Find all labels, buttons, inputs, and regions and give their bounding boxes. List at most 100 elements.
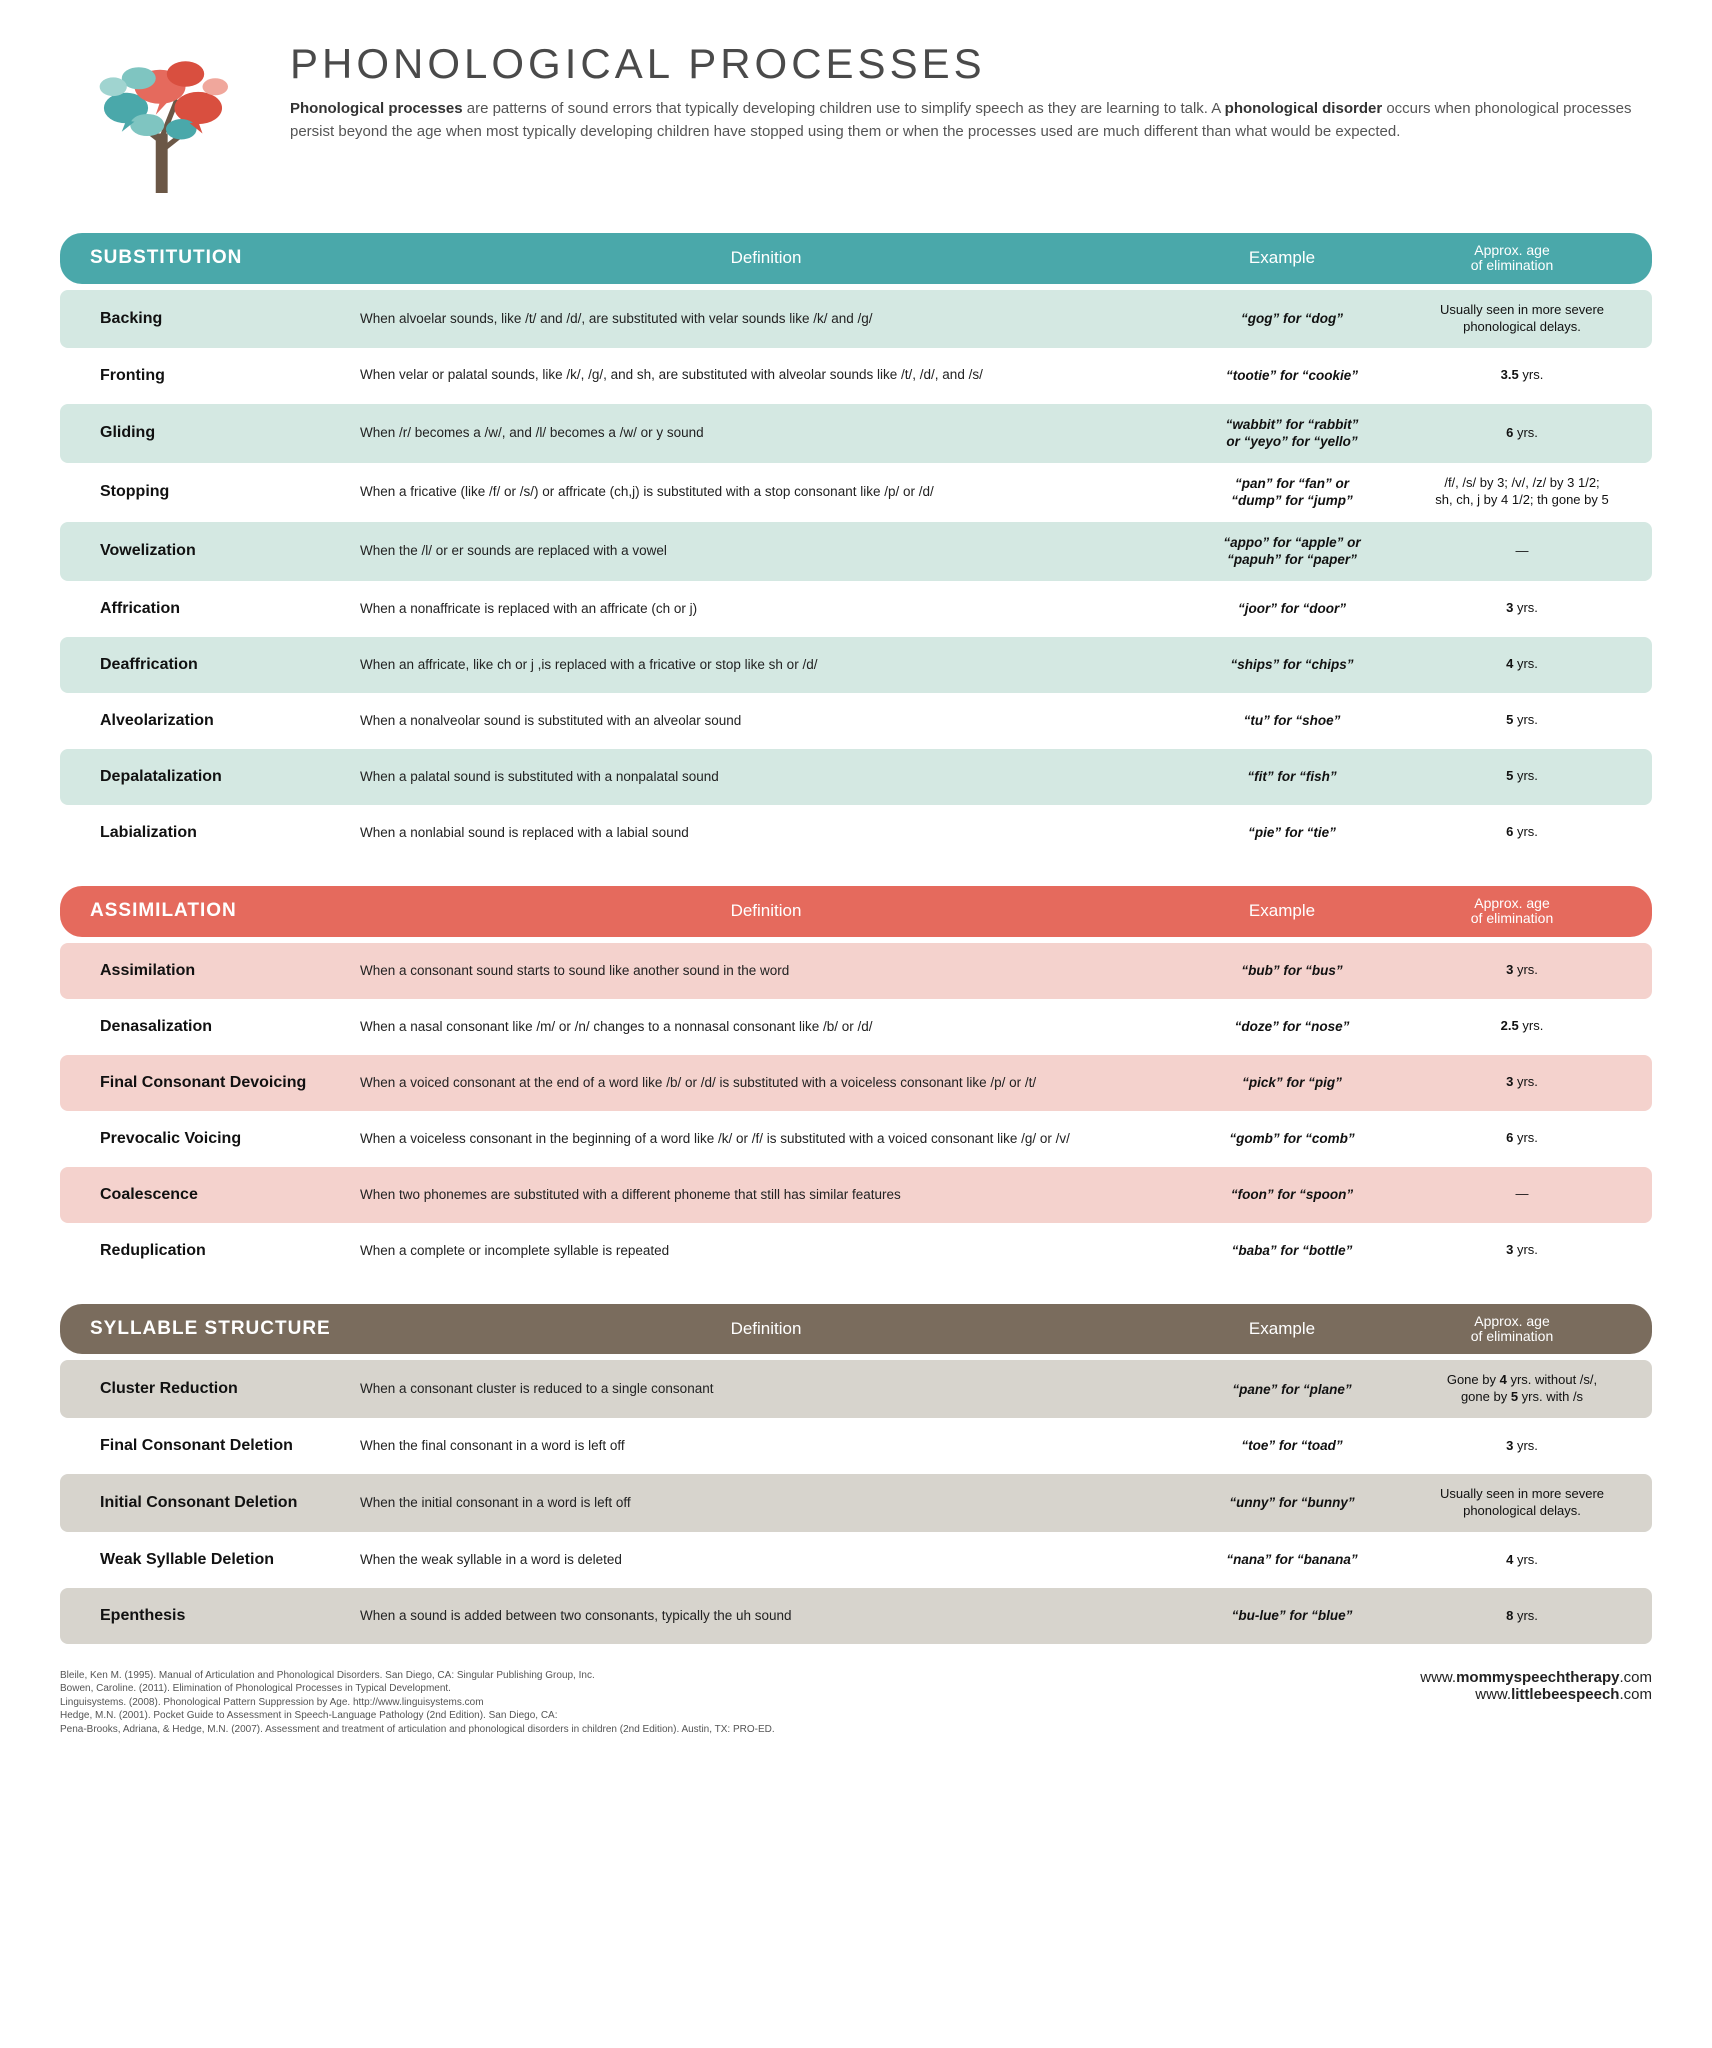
process-name: Reduplication	[100, 1242, 360, 1260]
process-example: “pan” for “fan” or“dump” for “jump”	[1172, 475, 1412, 510]
table-row: CoalescenceWhen two phonemes are substit…	[60, 1167, 1652, 1223]
process-age: 6 yrs.	[1412, 824, 1632, 841]
table-row: Prevocalic VoicingWhen a voiceless conso…	[60, 1111, 1652, 1167]
process-name: Coalescence	[100, 1186, 360, 1204]
process-age: 6 yrs.	[1412, 1130, 1632, 1147]
references: Bleile, Ken M. (1995). Manual of Articul…	[60, 1669, 1380, 1737]
process-name: Vowelization	[100, 542, 360, 560]
process-age: Gone by 4 yrs. without /s/,gone by 5 yrs…	[1412, 1372, 1632, 1406]
col-example: Example	[1162, 901, 1402, 921]
process-name: Epenthesis	[100, 1607, 360, 1625]
reference-line: Bowen, Caroline. (2011). Elimination of …	[60, 1682, 1380, 1696]
process-age: 3 yrs.	[1412, 600, 1632, 617]
process-age: 3 yrs.	[1412, 1242, 1632, 1259]
table-row: DepalatalizationWhen a palatal sound is …	[60, 749, 1652, 805]
process-age: Usually seen in more severe phonological…	[1412, 302, 1632, 336]
table-row: AffricationWhen a nonaffricate is replac…	[60, 581, 1652, 637]
process-age: 3 yrs.	[1412, 1074, 1632, 1091]
table-row: DeaffricationWhen an affricate, like ch …	[60, 637, 1652, 693]
table-row: AssimilationWhen a consonant sound start…	[60, 943, 1652, 999]
process-example: “bub” for “bus”	[1172, 962, 1412, 980]
process-age: 6 yrs.	[1412, 425, 1632, 442]
table-row: Final Consonant DevoicingWhen a voiced c…	[60, 1055, 1652, 1111]
process-definition: When a consonant cluster is reduced to a…	[360, 1380, 1172, 1398]
footer: Bleile, Ken M. (1995). Manual of Articul…	[60, 1669, 1652, 1737]
section-syllable: SYLLABLE STRUCTUREDefinitionExampleAppro…	[60, 1304, 1652, 1644]
table-row: GlidingWhen /r/ becomes a /w/, and /l/ b…	[60, 404, 1652, 463]
col-age: Approx. ageof elimination	[1402, 896, 1622, 927]
col-definition: Definition	[370, 1319, 1162, 1339]
process-age: 3 yrs.	[1412, 962, 1632, 979]
table-row: LabializationWhen a nonlabial sound is r…	[60, 805, 1652, 861]
process-example: “nana” for “banana”	[1172, 1551, 1412, 1569]
table-row: Final Consonant DeletionWhen the final c…	[60, 1418, 1652, 1474]
process-name: Stopping	[100, 483, 360, 501]
table-row: BackingWhen alvoelar sounds, like /t/ an…	[60, 290, 1652, 348]
col-definition: Definition	[370, 248, 1162, 268]
process-example: “pie” for “tie”	[1172, 824, 1412, 842]
process-age: 5 yrs.	[1412, 768, 1632, 785]
process-definition: When the /l/ or er sounds are replaced w…	[360, 542, 1172, 560]
process-definition: When an affricate, like ch or j ,is repl…	[360, 656, 1172, 674]
table-row: AlveolarizationWhen a nonalveolar sound …	[60, 693, 1652, 749]
section-label: SUBSTITUTION	[90, 247, 370, 269]
section-header: SYLLABLE STRUCTUREDefinitionExampleAppro…	[60, 1304, 1652, 1355]
process-definition: When a voiceless consonant in the beginn…	[360, 1130, 1172, 1148]
process-example: “gomb” for “comb”	[1172, 1130, 1412, 1148]
process-age: 4 yrs.	[1412, 656, 1632, 673]
process-example: “baba” for “bottle”	[1172, 1242, 1412, 1260]
process-example: “gog” for “dog”	[1172, 310, 1412, 328]
col-definition: Definition	[370, 901, 1162, 921]
process-example: “tu” for “shoe”	[1172, 712, 1412, 730]
process-definition: When a consonant sound starts to sound l…	[360, 962, 1172, 980]
process-example: “tootie” for “cookie”	[1172, 367, 1412, 385]
reference-line: Bleile, Ken M. (1995). Manual of Articul…	[60, 1669, 1380, 1683]
process-example: “wabbit” for “rabbit”or “yeyo” for “yell…	[1172, 416, 1412, 451]
process-age: —	[1412, 1186, 1632, 1203]
process-age: —	[1412, 543, 1632, 560]
table-row: Cluster ReductionWhen a consonant cluste…	[60, 1360, 1652, 1418]
process-example: “toe” for “toad”	[1172, 1437, 1412, 1455]
process-name: Fronting	[100, 367, 360, 385]
process-age: 3 yrs.	[1412, 1438, 1632, 1455]
process-name: Initial Consonant Deletion	[100, 1494, 360, 1512]
process-definition: When two phonemes are substituted with a…	[360, 1186, 1172, 1204]
process-age: /f/, /s/ by 3; /v/, /z/ by 3 1/2;sh, ch,…	[1412, 475, 1632, 509]
process-definition: When a nonlabial sound is replaced with …	[360, 824, 1172, 842]
process-example: “bu-lue” for “blue”	[1172, 1607, 1412, 1625]
table-row: FrontingWhen velar or palatal sounds, li…	[60, 348, 1652, 404]
process-name: Cluster Reduction	[100, 1380, 360, 1398]
table-row: VowelizationWhen the /l/ or er sounds ar…	[60, 522, 1652, 581]
process-definition: When a sound is added between two conson…	[360, 1607, 1172, 1625]
process-name: Prevocalic Voicing	[100, 1130, 360, 1148]
process-example: “pane” for “plane”	[1172, 1381, 1412, 1399]
intro-text: Phonological processes are patterns of s…	[290, 98, 1652, 143]
process-definition: When velar or palatal sounds, like /k/, …	[360, 366, 1172, 384]
col-age: Approx. ageof elimination	[1402, 243, 1622, 274]
process-name: Labialization	[100, 824, 360, 842]
process-example: “foon” for “spoon”	[1172, 1186, 1412, 1204]
reference-line: Hedge, M.N. (2001). Pocket Guide to Asse…	[60, 1709, 1380, 1723]
tree-logo-icon	[60, 40, 260, 213]
section-label: ASSIMILATION	[90, 900, 370, 922]
process-name: Affrication	[100, 600, 360, 618]
process-definition: When a complete or incomplete syllable i…	[360, 1242, 1172, 1260]
section-label: SYLLABLE STRUCTURE	[90, 1318, 370, 1340]
table-row: EpenthesisWhen a sound is added between …	[60, 1588, 1652, 1644]
process-definition: When alvoelar sounds, like /t/ and /d/, …	[360, 310, 1172, 328]
process-name: Backing	[100, 310, 360, 328]
process-age: 8 yrs.	[1412, 1608, 1632, 1625]
process-name: Gliding	[100, 424, 360, 442]
process-example: “appo” for “apple” or“papuh” for “paper”	[1172, 534, 1412, 569]
process-definition: When the initial consonant in a word is …	[360, 1494, 1172, 1512]
section-header: SUBSTITUTIONDefinitionExampleApprox. age…	[60, 233, 1652, 284]
table-row: Weak Syllable DeletionWhen the weak syll…	[60, 1532, 1652, 1588]
process-definition: When a voiced consonant at the end of a …	[360, 1074, 1172, 1092]
process-age: 4 yrs.	[1412, 1552, 1632, 1569]
header: PHONOLOGICAL PROCESSES Phonological proc…	[60, 40, 1652, 213]
process-name: Final Consonant Deletion	[100, 1437, 360, 1455]
process-definition: When a fricative (like /f/ or /s/) or af…	[360, 483, 1172, 501]
process-example: “fit” for “fish”	[1172, 768, 1412, 786]
reference-line: Pena-Brooks, Adriana, & Hedge, M.N. (200…	[60, 1723, 1380, 1737]
process-name: Final Consonant Devoicing	[100, 1074, 360, 1092]
